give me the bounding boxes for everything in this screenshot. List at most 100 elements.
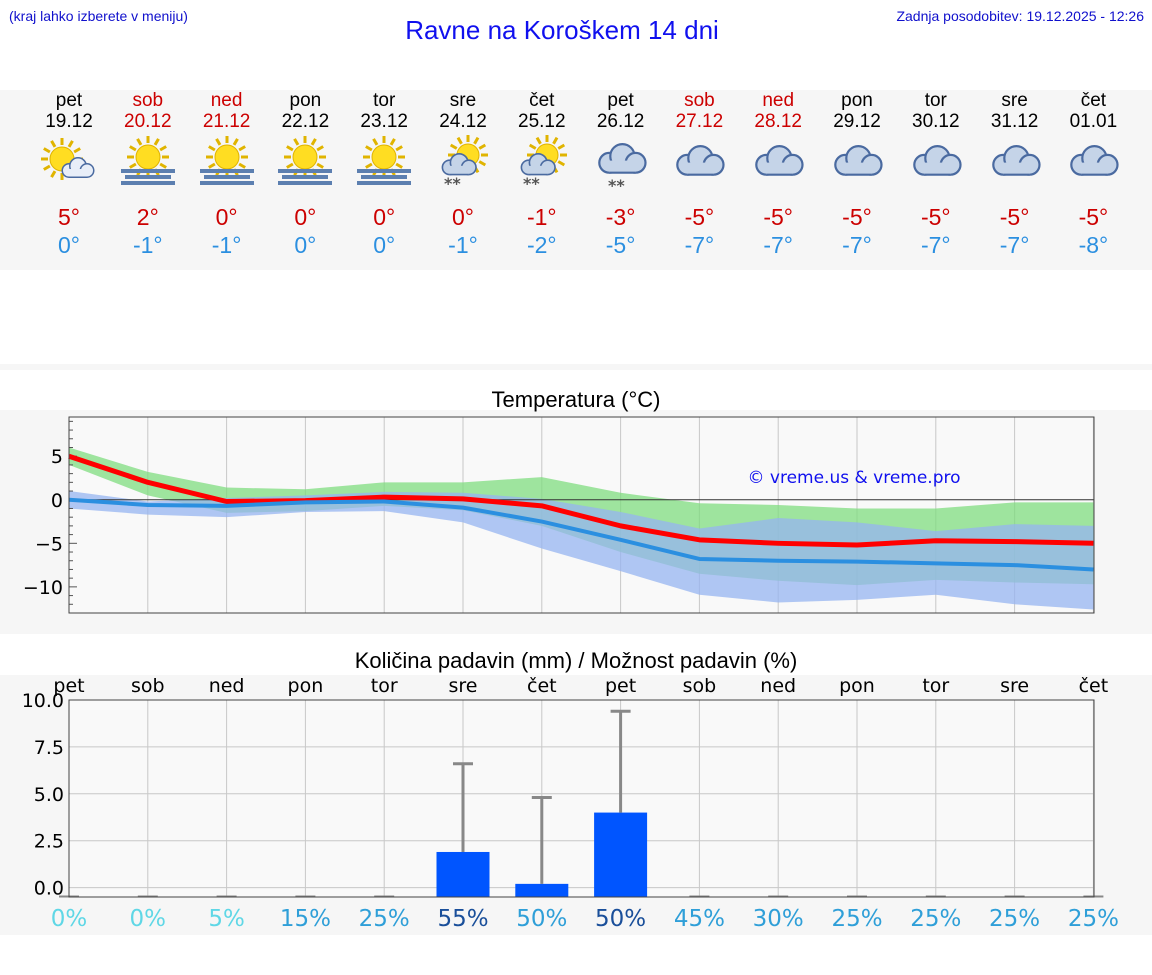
max-temperature: -1° (526, 204, 557, 230)
precipitation-probability: 25% (359, 906, 410, 932)
day-date: 23.12 (360, 111, 408, 132)
day-name: pon (289, 90, 322, 111)
day-date: 22.12 (281, 111, 330, 132)
min-temperature: -7° (920, 232, 951, 258)
category-label: pon (839, 675, 875, 697)
day-column: čet 01.01 -5° -8° (1053, 90, 1133, 259)
precipitation-probability: 15% (280, 906, 331, 932)
min-temperature: 0° (373, 232, 396, 258)
day-column: sob 27.12 -5° -7° (659, 90, 739, 259)
day-name: čet (1080, 90, 1107, 111)
sun-fog-icon (199, 136, 254, 185)
day-column: sre 24.12 ** 0° -1° (423, 90, 503, 259)
max-temperature: -5° (999, 204, 1030, 230)
svg-text:**: ** (444, 174, 461, 193)
precipitation-probability: 25% (989, 906, 1040, 932)
day-name: pon (841, 90, 873, 111)
page-title: Ravne na Koroškem 14 dni (405, 15, 719, 45)
svg-text:**: ** (608, 176, 625, 195)
weather-icon-slot (1053, 133, 1133, 203)
day-name: sob (132, 90, 164, 111)
category-label: pet (605, 675, 636, 697)
svg-text:**: ** (523, 174, 540, 193)
day-name: tor (373, 90, 396, 111)
category-label: ned (209, 675, 245, 697)
precipitation-probability: 50% (595, 906, 646, 932)
daily-forecast: pet 19.12 5° 0° sob 20.12 2° -1° ned 21.12 0° -1° po… (0, 90, 1152, 270)
weather-icon-slot (344, 133, 424, 203)
precipitation-chart: pet sob ned pon tor sre čet pet sob ned pon tor sre č… (22, 675, 1119, 932)
min-temperature: -7° (842, 232, 872, 258)
last-updated: Zadnja posodobitev: 19.12.2025 - 12:26 (896, 8, 1144, 24)
max-temperature: -5° (842, 204, 872, 230)
temperature-chart-title: Temperatura (°C) (491, 387, 661, 412)
weather-icon-slot: ** (502, 133, 582, 203)
weather-icon-slot (29, 133, 109, 203)
day-date: 29.12 (833, 111, 881, 132)
plot-frame (68, 699, 1095, 898)
min-temperature: -1° (132, 232, 163, 258)
divider (0, 364, 1152, 370)
location-hint[interactable]: (kraj lahko izberete v meniju) (9, 8, 188, 24)
category-label: sob (131, 675, 165, 697)
precipitation-probability: 5% (208, 906, 245, 932)
day-column: pon 22.12 0° 0° (265, 90, 345, 259)
copyright-watermark: © vreme.us & vreme.pro (747, 468, 960, 488)
precipitation-probability: 25% (1068, 906, 1119, 932)
precipitation-probability: 25% (831, 906, 882, 932)
weather-icon-slot (659, 133, 739, 203)
cloud-icon (1070, 145, 1119, 176)
precipitation-probability: 55% (437, 906, 488, 932)
precipitation-bar (436, 851, 490, 897)
max-temperature: 0° (294, 204, 317, 230)
weather-icon-slot (265, 133, 345, 203)
day-column: pet 26.12 ** -3° -5° (581, 90, 661, 259)
category-label: sre (449, 675, 478, 697)
day-column: sre 31.12 -5° -7° (975, 90, 1055, 259)
cloud-icon (676, 145, 725, 176)
day-column: ned 21.12 0° -1° (187, 90, 267, 259)
day-name: tor (924, 90, 947, 111)
precipitation-bar (515, 883, 569, 897)
day-name: pet (55, 90, 83, 111)
day-name: čet (529, 90, 555, 111)
sun-cloud-snow-icon: ** (441, 135, 488, 193)
min-temperature: -7° (684, 232, 715, 258)
weather-icon-slot: ** (423, 133, 503, 203)
max-temperature-line (68, 453, 1094, 548)
max-temperature: -5° (1078, 204, 1109, 230)
day-name: sob (684, 90, 715, 111)
max-temperature: 0° (452, 204, 474, 230)
plot-frame (68, 416, 1095, 614)
cloud-icon (991, 145, 1041, 176)
min-temperature: -1° (211, 232, 242, 258)
sun-fog-icon (357, 136, 412, 185)
day-date: 27.12 (675, 111, 724, 132)
category-label: ned (760, 675, 796, 697)
category-label: sob (683, 675, 717, 697)
min-temperature: -7° (763, 232, 794, 258)
day-name: pet (607, 90, 634, 111)
sun-cloud-snow-icon: ** (520, 135, 567, 193)
day-name: sre (449, 90, 477, 111)
category-label: tor (922, 675, 949, 697)
plot-area (69, 700, 1094, 897)
min-temperature: -8° (1078, 232, 1109, 258)
weather-icon-slot (817, 133, 897, 203)
day-date: 25.12 (518, 111, 566, 132)
day-name: sre (1001, 90, 1028, 111)
day-name: ned (762, 90, 795, 111)
category-label: sre (1000, 675, 1029, 697)
y-tick-label: −10 (23, 577, 63, 599)
precipitation-chart-title: Količina padavin (mm) / Možnost padavin … (354, 648, 798, 673)
day-column: ned 28.12 -5° -7° (738, 90, 818, 259)
day-name: ned (210, 90, 243, 111)
min-temperature: -7° (999, 232, 1030, 258)
day-date: 24.12 (439, 111, 487, 132)
category-label: čet (1079, 675, 1109, 697)
min-temperature: -2° (526, 232, 557, 258)
day-column: tor 30.12 -5° -7° (896, 90, 976, 259)
day-date: 20.12 (124, 111, 172, 132)
min-temperature: 0° (58, 232, 80, 258)
max-temperature: 0° (215, 204, 238, 230)
